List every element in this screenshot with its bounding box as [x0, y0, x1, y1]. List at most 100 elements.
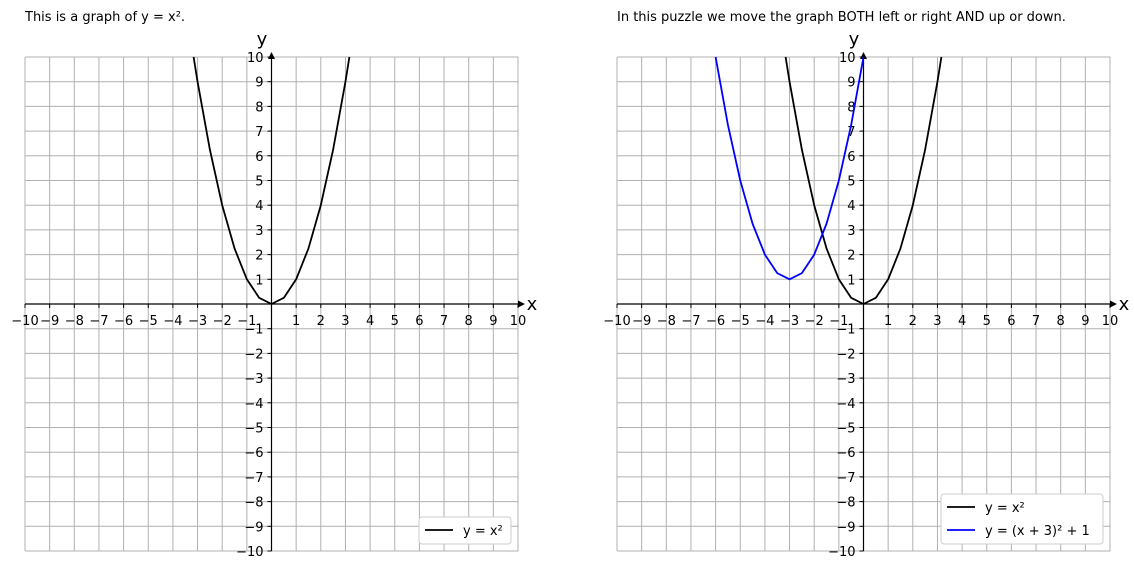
x-tick-label: −6 [706, 314, 725, 329]
y-tick-label: −4 [836, 397, 855, 412]
y-tick-label: −9 [244, 520, 263, 535]
x-tick-label: −1 [829, 314, 848, 329]
x-tick-label: −9 [632, 314, 651, 329]
y-tick-label: 6 [847, 150, 855, 165]
legend: y = x² y = (x + 3)² + 1 [940, 493, 1104, 545]
x-tick-label: 2 [909, 314, 917, 329]
y-tick-label: 4 [255, 199, 263, 214]
x-tick-label: −6 [114, 314, 133, 329]
legend-label: y = x² [985, 501, 1025, 516]
x-tick-label: 8 [1057, 314, 1065, 329]
y-axis-label: y [849, 29, 860, 50]
x-tick-label: 9 [489, 314, 497, 329]
y-tick-label: 1 [847, 273, 855, 288]
y-tick-label: −10 [828, 545, 855, 560]
x-tick-label: −2 [213, 314, 232, 329]
x-tick-label: 9 [1081, 314, 1089, 329]
left-chart-panel: This is a graph of y = x². y x −10 −9 −8 −7… [11, 10, 537, 560]
x-tick-label: −3 [188, 314, 207, 329]
y-tick-label: 2 [847, 249, 855, 264]
y-tick-label: 1 [255, 273, 263, 288]
x-tick-label: −1 [237, 314, 256, 329]
x-tick-label: 4 [366, 314, 374, 329]
x-tick-label: 10 [1102, 314, 1119, 329]
y-tick-label: −3 [244, 372, 263, 387]
chart-title: In this puzzle we move the graph BOTH le… [617, 10, 1066, 25]
y-tick-label: 9 [847, 76, 855, 91]
y-tick-label: 5 [847, 175, 855, 190]
x-tick-label: −2 [805, 314, 824, 329]
legend-box [418, 516, 512, 545]
y-tick-label: −6 [836, 446, 855, 461]
y-tick-label: 10 [247, 51, 264, 66]
series-line [784, 56, 943, 305]
x-tick-label: −7 [89, 314, 108, 329]
y-tick-label: −3 [836, 372, 855, 387]
y-tick-label: 6 [255, 150, 263, 165]
y-tick-label: 3 [255, 224, 263, 239]
chart-title: This is a graph of y = x². [24, 10, 185, 25]
x-tick-label: 6 [1007, 314, 1015, 329]
x-tick-label: 7 [440, 314, 448, 329]
y-tick-label: −8 [244, 496, 263, 511]
right-chart-panel: In this puzzle we move the graph BOTH le… [603, 10, 1129, 560]
x-tick-label: 4 [958, 314, 966, 329]
x-tick-label: −10 [603, 314, 630, 329]
x-tick-label: 1 [884, 314, 892, 329]
series-line [192, 56, 351, 305]
y-tick-label: −5 [836, 422, 855, 437]
x-axis-label: x [527, 294, 538, 315]
y-tick-label: −6 [244, 446, 263, 461]
y-tick-label: −7 [244, 471, 263, 486]
y-axis-label: y [257, 29, 268, 50]
y-tick-label: −7 [836, 471, 855, 486]
series-line [714, 56, 865, 281]
y-axis-arrow [268, 52, 275, 59]
x-axis-arrow [518, 300, 525, 308]
y-tick-label: 8 [847, 100, 855, 115]
y-tick-label: −1 [836, 323, 855, 338]
y-tick-label: 7 [255, 125, 263, 140]
legend-box [940, 493, 1104, 545]
x-tick-label: 5 [983, 314, 991, 329]
y-tick-label: 7 [847, 125, 855, 140]
x-tick-label: 7 [1032, 314, 1040, 329]
x-tick-label: 3 [341, 314, 349, 329]
y-tick-label: 5 [255, 175, 263, 190]
y-tick-label: −5 [244, 422, 263, 437]
x-tick-label: −5 [139, 314, 158, 329]
x-tick-label: −5 [731, 314, 750, 329]
x-tick-label: −7 [681, 314, 700, 329]
x-tick-label: 6 [415, 314, 423, 329]
x-tick-label: 3 [933, 314, 941, 329]
y-tick-label: −10 [236, 545, 263, 560]
x-tick-label: −10 [11, 314, 38, 329]
x-tick-label: 5 [391, 314, 399, 329]
x-tick-label: −4 [163, 314, 182, 329]
legend: y = x² [418, 516, 512, 545]
y-tick-label: −2 [244, 347, 263, 362]
y-tick-label: −9 [836, 520, 855, 535]
x-tick-label: −8 [657, 314, 676, 329]
x-tick-label: −8 [65, 314, 84, 329]
y-tick-label: −8 [836, 496, 855, 511]
x-tick-label: 8 [465, 314, 473, 329]
y-tick-label: 8 [255, 100, 263, 115]
y-tick-label: 3 [847, 224, 855, 239]
y-tick-label: 2 [255, 249, 263, 264]
x-tick-label: −9 [40, 314, 59, 329]
y-tick-label: −4 [244, 397, 263, 412]
x-axis-arrow [1110, 300, 1117, 308]
x-tick-label: 1 [292, 314, 300, 329]
x-tick-label: 2 [317, 314, 325, 329]
legend-label: y = x² [463, 524, 503, 539]
x-tick-label: 10 [510, 314, 527, 329]
y-tick-label: 10 [839, 51, 856, 66]
y-tick-label: −2 [836, 347, 855, 362]
x-tick-label: −3 [780, 314, 799, 329]
x-axis-label: x [1119, 294, 1130, 315]
y-tick-label: 9 [255, 76, 263, 91]
y-tick-label: 4 [847, 199, 855, 214]
y-tick-label: −1 [244, 323, 263, 338]
